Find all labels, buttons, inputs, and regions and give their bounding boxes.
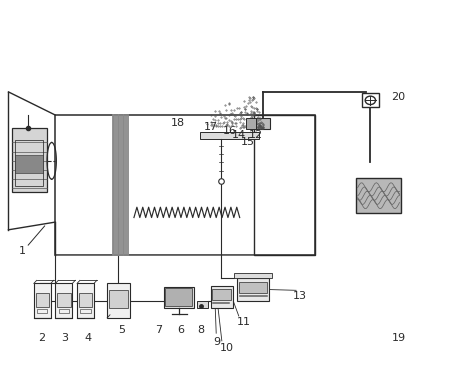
Text: 6: 6: [178, 325, 184, 335]
Text: 3: 3: [62, 333, 68, 343]
Text: 5: 5: [118, 325, 125, 335]
Bar: [36, 293, 49, 307]
Text: 16: 16: [222, 126, 236, 136]
Bar: [12, 128, 47, 192]
Text: 20: 20: [392, 92, 406, 101]
Bar: [165, 288, 192, 306]
Text: 9: 9: [213, 337, 221, 347]
Text: 7: 7: [155, 325, 163, 335]
Text: 11: 11: [236, 318, 251, 327]
Text: 4: 4: [85, 333, 92, 343]
Text: 19: 19: [392, 333, 406, 343]
Bar: [57, 293, 70, 307]
Bar: [200, 132, 258, 139]
Bar: [55, 115, 315, 255]
Bar: [234, 273, 272, 278]
Bar: [256, 118, 270, 129]
Bar: [356, 178, 401, 213]
Bar: [59, 309, 69, 313]
Bar: [55, 283, 72, 318]
Bar: [246, 118, 256, 129]
Bar: [77, 283, 94, 318]
Text: 10: 10: [219, 343, 234, 353]
Bar: [362, 93, 379, 107]
Text: 17: 17: [204, 122, 218, 132]
Bar: [164, 287, 194, 308]
Bar: [79, 293, 92, 307]
Text: 2: 2: [38, 333, 45, 343]
Bar: [107, 283, 130, 318]
Text: 1: 1: [19, 246, 26, 256]
Bar: [212, 289, 231, 300]
Text: 13: 13: [293, 291, 307, 301]
Bar: [109, 290, 128, 308]
Bar: [34, 283, 51, 318]
Bar: [239, 282, 267, 293]
Text: 8: 8: [197, 325, 205, 335]
Bar: [15, 155, 43, 173]
Text: 12: 12: [249, 130, 263, 140]
Bar: [197, 301, 208, 308]
Bar: [237, 278, 269, 301]
Bar: [254, 115, 315, 255]
Bar: [15, 140, 43, 186]
Bar: [211, 286, 233, 308]
Text: 18: 18: [171, 118, 185, 128]
Text: 15: 15: [241, 137, 255, 147]
Text: 14: 14: [232, 130, 246, 140]
Bar: [80, 309, 91, 313]
Bar: [37, 309, 47, 313]
